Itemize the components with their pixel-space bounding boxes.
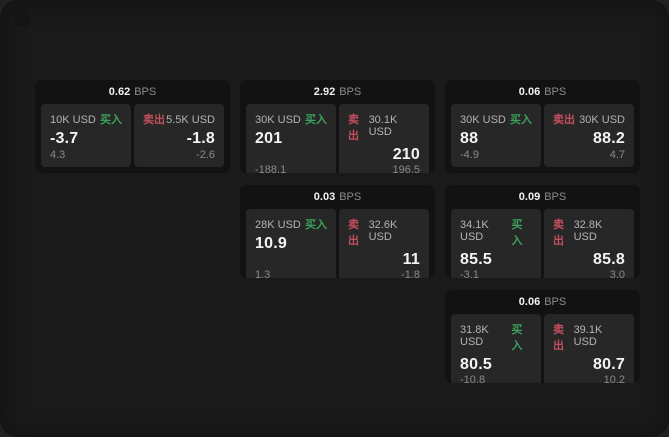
bps-label: BPS [339, 191, 362, 203]
card-header: 2.92 BPS [240, 80, 435, 104]
buy-label: 买入 [305, 114, 327, 126]
quote-card: 0.62 BPS 10K USD 买入 -3.7 4.3 卖出 5.5K USD [35, 80, 230, 173]
buy-price: 85.5 [460, 251, 492, 268]
quote-card: 0.06 BPS 30K USD 买入 88 -4.9 卖出 30K USD [445, 80, 640, 173]
sell-delta: 10.2 [603, 374, 625, 383]
quote-card: 2.92 BPS 30K USD 买入 201 -188.1 卖出 30.1K … [240, 80, 435, 173]
sell-amount: 5.5K USD [166, 114, 215, 126]
buy-label: 买入 [510, 114, 532, 126]
sell-amount: 30.1K USD [368, 114, 398, 138]
quote-card: 0.06 BPS 31.8K USD 买入 80.5 -10.8 卖出 39.1… [445, 290, 640, 383]
sell-amount: 39.1K USD [573, 324, 603, 348]
buy-label: 买入 [511, 324, 523, 352]
buy-panel[interactable]: 34.1K USD 买入 85.5 -3.1 [451, 209, 541, 278]
buy-delta: 1.3 [255, 269, 271, 278]
quote-card: 0.03 BPS 28K USD 买入 10.9 1.3 卖出 32.6K US… [240, 185, 435, 278]
bps-value: 0.09 [518, 191, 541, 203]
buy-amount: 30K USD [460, 114, 506, 126]
bps-value: 0.03 [313, 191, 336, 203]
sell-price: 80.7 [593, 356, 625, 373]
bps-value: 0.06 [518, 86, 541, 98]
sell-delta: -1.8 [401, 269, 420, 278]
buy-amount: 30K USD [255, 114, 301, 126]
panels: 10K USD 买入 -3.7 4.3 卖出 5.5K USD -1.8 -2.… [35, 104, 230, 173]
buy-panel[interactable]: 30K USD 买入 201 -188.1 [246, 104, 336, 173]
buy-price: 10.9 [255, 235, 287, 252]
app-icon[interactable] [14, 10, 30, 26]
sell-label: 卖出 [553, 324, 564, 352]
buy-price: 88 [460, 130, 479, 147]
sell-delta: 3.0 [609, 269, 625, 278]
sell-price: 11 [402, 251, 420, 268]
panels: 30K USD 买入 88 -4.9 卖出 30K USD 88.2 4.7 [445, 104, 640, 173]
bps-label: BPS [134, 86, 157, 98]
sell-panel[interactable]: 卖出 32.6K USD 11 -1.8 [339, 209, 429, 278]
buy-panel[interactable]: 30K USD 买入 88 -4.9 [451, 104, 541, 167]
panels: 28K USD 买入 10.9 1.3 卖出 32.6K USD 11 -1.8 [240, 209, 435, 278]
sell-label: 卖出 [553, 219, 564, 247]
card-header: 0.06 BPS [445, 290, 640, 314]
card-header: 0.06 BPS [445, 80, 640, 104]
card-header: 0.62 BPS [35, 80, 230, 104]
buy-panel[interactable]: 28K USD 买入 10.9 1.3 [246, 209, 336, 278]
sell-price: 88.2 [593, 130, 625, 147]
buy-label: 买入 [100, 114, 122, 126]
quote-card: 0.09 BPS 34.1K USD 买入 85.5 -3.1 卖出 32.8K… [445, 185, 640, 278]
panels: 34.1K USD 买入 85.5 -3.1 卖出 32.8K USD 85.8… [445, 209, 640, 278]
sell-panel[interactable]: 卖出 39.1K USD 80.7 10.2 [544, 314, 634, 383]
buy-amount: 28K USD [255, 219, 301, 231]
bps-label: BPS [339, 86, 362, 98]
sell-panel[interactable]: 卖出 30.1K USD 210 196.5 [339, 104, 429, 173]
bps-label: BPS [544, 296, 567, 308]
bps-value: 2.92 [313, 86, 336, 98]
sell-label: 卖出 [143, 114, 165, 126]
buy-price: 201 [255, 130, 283, 147]
sell-delta: -2.6 [196, 149, 215, 161]
quote-card-grid: 0.62 BPS 10K USD 买入 -3.7 4.3 卖出 5.5K USD [35, 80, 640, 383]
buy-label: 买入 [511, 219, 523, 247]
sell-price: 210 [392, 146, 420, 163]
sell-amount: 32.6K USD [368, 219, 398, 243]
buy-delta: -3.1 [460, 269, 479, 278]
buy-amount: 31.8K USD [460, 324, 489, 348]
sell-amount: 30K USD [579, 114, 625, 126]
sell-panel[interactable]: 卖出 30K USD 88.2 4.7 [544, 104, 634, 167]
buy-delta: 4.3 [50, 149, 66, 161]
sell-panel[interactable]: 卖出 5.5K USD -1.8 -2.6 [134, 104, 224, 167]
sell-price: 85.8 [593, 251, 625, 268]
buy-price: 80.5 [460, 356, 492, 373]
sell-price: -1.8 [186, 130, 215, 147]
sell-delta: 196.5 [392, 164, 420, 173]
buy-panel[interactable]: 10K USD 买入 -3.7 4.3 [41, 104, 131, 167]
sell-delta: 4.7 [609, 149, 625, 161]
buy-delta: -10.8 [460, 374, 486, 383]
bps-value: 0.06 [518, 296, 541, 308]
sell-panel[interactable]: 卖出 32.8K USD 85.8 3.0 [544, 209, 634, 278]
panels: 30K USD 买入 201 -188.1 卖出 30.1K USD 210 1… [240, 104, 435, 173]
buy-label: 买入 [305, 219, 327, 231]
buy-amount: 34.1K USD [460, 219, 489, 243]
buy-delta: -188.1 [255, 164, 287, 173]
sell-amount: 32.8K USD [573, 219, 603, 243]
bps-label: BPS [544, 86, 567, 98]
bps-label: BPS [544, 191, 567, 203]
sell-label: 卖出 [348, 219, 359, 247]
buy-panel[interactable]: 31.8K USD 买入 80.5 -10.8 [451, 314, 541, 383]
panels: 31.8K USD 买入 80.5 -10.8 卖出 39.1K USD 80.… [445, 314, 640, 383]
card-header: 0.03 BPS [240, 185, 435, 209]
buy-amount: 10K USD [50, 114, 96, 126]
card-header: 0.09 BPS [445, 185, 640, 209]
sell-label: 卖出 [348, 114, 359, 142]
bps-value: 0.62 [108, 86, 131, 98]
buy-price: -3.7 [50, 130, 79, 147]
sell-label: 卖出 [553, 114, 575, 126]
buy-delta: -4.9 [460, 149, 479, 161]
